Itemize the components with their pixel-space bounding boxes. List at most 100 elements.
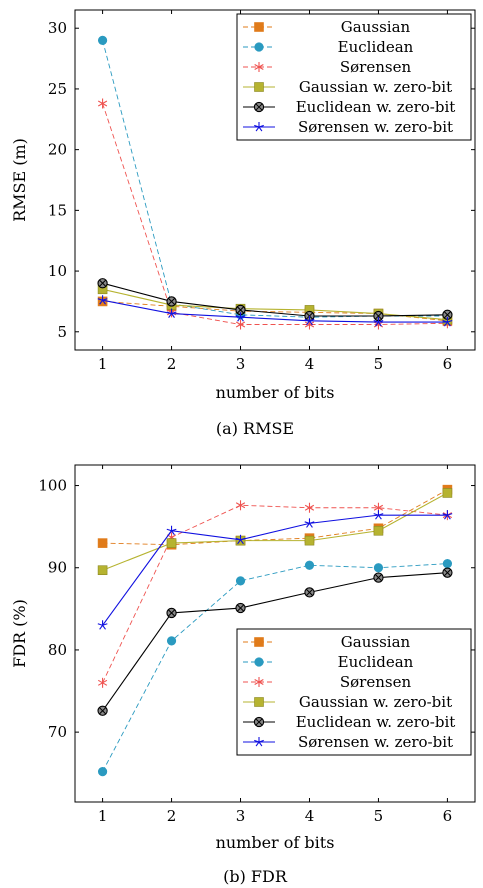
fdr-data-point-stroke bbox=[373, 504, 384, 511]
fdr-data-point bbox=[97, 705, 108, 716]
fdr-data-point bbox=[97, 538, 108, 548]
fdr-legend-marker-stroke bbox=[255, 741, 260, 747]
rmse-legend-marker-stroke bbox=[255, 126, 260, 132]
rmse-data-point-stroke bbox=[99, 299, 104, 305]
fdr-data-point-cross-b bbox=[374, 574, 383, 582]
rmse-legend-label: Euclidean w. zero-bit bbox=[296, 98, 456, 116]
rmse-data-point-stroke bbox=[171, 311, 177, 315]
fdr-series-sorensen-w-zero-bit bbox=[97, 510, 453, 630]
fdr-x-tick-label: 5 bbox=[374, 807, 384, 825]
fdr-legend-label: Gaussian w. zero-bit bbox=[299, 693, 452, 711]
fdr-legend-entry: Sørensen w. zero-bit bbox=[243, 733, 453, 751]
fdr-legend-marker-stroke bbox=[258, 741, 263, 747]
rmse-y-tick-label: 10 bbox=[48, 262, 67, 280]
rmse-series-sorensen-w-zero-bit bbox=[97, 295, 453, 327]
rmse-data-point-stroke bbox=[373, 321, 384, 328]
rmse-data-point-stroke bbox=[375, 321, 379, 327]
rmse-y-tick-label: 20 bbox=[48, 141, 67, 159]
rmse-legend-label: Euclidean bbox=[338, 38, 414, 56]
rmse-legend-label: Sørensen w. zero-bit bbox=[298, 118, 453, 136]
rmse-legend-box bbox=[236, 13, 472, 141]
fdr-x-tick-label: 6 bbox=[443, 807, 453, 825]
fdr-data-point bbox=[166, 538, 177, 548]
fdr-series-line bbox=[102, 572, 448, 712]
fdr-data-point bbox=[373, 563, 384, 573]
fdr-data-point-stroke bbox=[240, 537, 246, 541]
fdr-data-point-stroke bbox=[166, 528, 172, 532]
rmse-legend: Gaussian Euclidean Sørensen Gaussian w. zer… bbox=[236, 13, 472, 141]
fdr-legend-marker-stroke bbox=[258, 739, 264, 743]
fdr-series-line bbox=[102, 563, 448, 772]
rmse-legend-marker-stroke bbox=[258, 126, 263, 132]
fdr-y-tick-label: 70 bbox=[48, 723, 67, 741]
rmse-x-tick-label: 2 bbox=[167, 355, 177, 373]
rmse-series-line bbox=[102, 282, 448, 317]
fdr-data-point bbox=[442, 567, 453, 578]
fdr-legend: Gaussian Euclidean Sørensen Gaussian w. zer… bbox=[236, 628, 472, 756]
fdr-data-point-cross-b bbox=[99, 707, 107, 715]
rmse-x-axis-label: number of bits bbox=[216, 383, 335, 402]
fdr-y-tick-label: 100 bbox=[38, 477, 67, 495]
fdr-data-point-stroke bbox=[235, 502, 246, 509]
rmse-data-point-stroke bbox=[373, 320, 379, 323]
fdr-data-point-stroke bbox=[378, 513, 384, 516]
rmse-data-point-stroke bbox=[378, 321, 382, 327]
rmse-caption: (a) RMSE bbox=[216, 419, 294, 438]
rmse-legend-marker-stroke bbox=[254, 124, 260, 128]
fdr-data-point bbox=[235, 576, 246, 586]
rmse-x-tick-label: 6 bbox=[443, 355, 453, 373]
fdr-legend-label: Gaussian bbox=[341, 633, 411, 651]
fdr-series-euclidean-w-zero-bit bbox=[97, 567, 453, 716]
fdr-series-euclidean bbox=[97, 559, 453, 777]
fdr-data-point bbox=[235, 500, 246, 511]
fdr-data-point-stroke bbox=[446, 514, 451, 520]
fdr-data-point bbox=[304, 560, 315, 570]
fdr-data-point bbox=[304, 587, 315, 598]
fdr-data-point bbox=[235, 602, 246, 614]
fdr-legend-entry: Sørensen bbox=[243, 673, 411, 691]
rmse-data-point-cross-b bbox=[167, 297, 176, 305]
fdr-legend-label: Euclidean w. zero-bit bbox=[296, 713, 456, 731]
rmse-series-line bbox=[102, 103, 448, 325]
rmse-series-line bbox=[102, 299, 448, 323]
fdr-data-point bbox=[442, 488, 453, 498]
rmse-data-point-stroke bbox=[102, 299, 106, 305]
rmse-data-point-stroke bbox=[442, 320, 448, 323]
fdr-legend-marker bbox=[254, 697, 264, 707]
rmse-data-point-cross-b bbox=[374, 312, 383, 320]
fdr-series-line bbox=[102, 504, 448, 684]
fdr-data-point bbox=[304, 518, 315, 528]
fdr-legend-marker-stroke bbox=[254, 739, 260, 743]
rmse-legend-marker-stroke bbox=[254, 64, 264, 70]
fdr-data-point bbox=[166, 607, 177, 619]
rmse-legend-marker bbox=[254, 122, 264, 132]
fdr-plot-frame bbox=[74, 464, 476, 803]
rmse-data-point-stroke bbox=[237, 316, 241, 322]
fdr-chart: 1 2 3 4 5 6 70 80 90 100 number of bits FDR (%) Gaus… bbox=[10, 464, 476, 886]
fdr-data-point-stroke bbox=[97, 679, 108, 686]
fdr-data-point-stroke bbox=[442, 513, 448, 516]
fdr-y-tick-label: 90 bbox=[48, 559, 67, 577]
rmse-data-point-stroke bbox=[240, 315, 246, 318]
fdr-data-point-stroke bbox=[306, 523, 310, 528]
fdr-data-point-stroke bbox=[102, 624, 106, 630]
fdr-legend-entry: Gaussian w. zero-bit bbox=[243, 693, 452, 711]
fdr-data-point-stroke bbox=[102, 623, 108, 626]
fdr-x-tick-label: 4 bbox=[305, 807, 315, 825]
fdr-series-line bbox=[102, 489, 448, 546]
fdr-data-point bbox=[304, 535, 315, 546]
rmse-data-point-stroke bbox=[304, 318, 310, 322]
rmse-data-point-stroke bbox=[304, 321, 315, 328]
rmse-legend-marker-stroke bbox=[258, 124, 264, 128]
rmse-series-line bbox=[102, 288, 448, 321]
rmse-y-tick-label: 25 bbox=[48, 80, 67, 98]
fdr-data-point-cross-b bbox=[305, 588, 314, 596]
rmse-legend-label: Sørensen bbox=[340, 58, 412, 76]
rmse-legend-marker bbox=[253, 101, 265, 113]
rmse-y-tick-label: 30 bbox=[48, 19, 67, 37]
fdr-legend-entry: Euclidean w. zero-bit bbox=[243, 713, 455, 731]
fdr-x-tick-label: 2 bbox=[167, 807, 177, 825]
rmse-y-axis-label: RMSE (m) bbox=[10, 138, 29, 222]
rmse-legend-label: Gaussian w. zero-bit bbox=[299, 78, 452, 96]
fdr-series-gaussian bbox=[97, 484, 453, 550]
